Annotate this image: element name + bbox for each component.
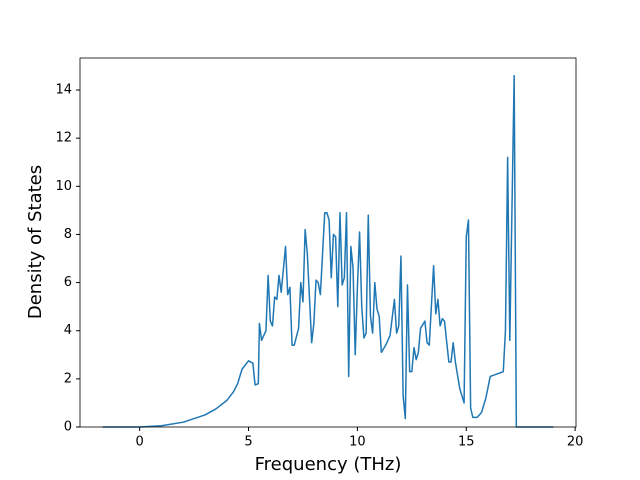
y-tick-label: 12	[55, 131, 72, 146]
x-tick-label: 10	[349, 435, 366, 450]
x-tick-label: 0	[136, 435, 144, 450]
y-axis-label: Density of States	[25, 165, 46, 319]
x-tick-label: 15	[458, 435, 475, 450]
y-tick-label: 8	[64, 227, 72, 242]
x-tick-label: 20	[567, 435, 584, 450]
x-axis-label: Frequency (THz)	[255, 454, 402, 475]
y-tick-label: 6	[64, 275, 72, 290]
x-tick-label: 5	[244, 435, 252, 450]
y-tick-label: 4	[64, 323, 72, 338]
y-tick-label: 10	[55, 179, 72, 194]
plot-frame	[79, 57, 577, 428]
line	[102, 74, 554, 428]
y-tick-label: 2	[64, 371, 72, 386]
y-tick-label: 14	[55, 83, 72, 98]
y-tick-label: 0	[64, 420, 72, 435]
